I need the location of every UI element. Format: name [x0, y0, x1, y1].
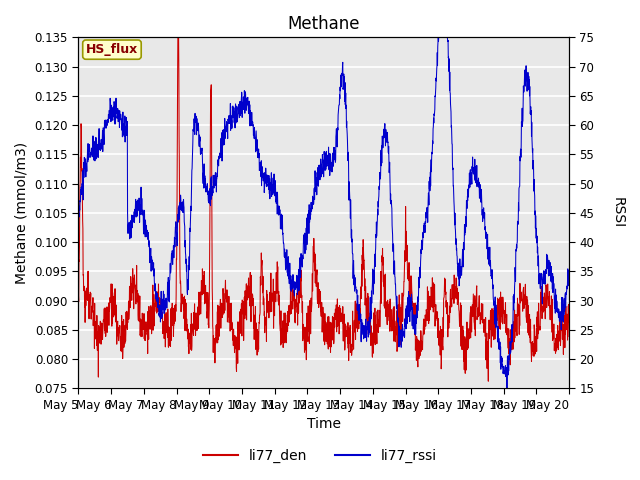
li77_rssi	[565, 277, 573, 283]
li77_rssi	[503, 385, 511, 391]
li77_rssi	[461, 222, 469, 228]
li77_den	[300, 331, 308, 337]
li77_rssi	[435, 35, 442, 40]
li77_den	[75, 292, 83, 298]
li77_den	[484, 378, 492, 384]
li77_den	[565, 334, 573, 339]
li77_rssi	[75, 212, 83, 218]
li77_den	[461, 335, 469, 340]
li77_den	[552, 346, 559, 351]
Y-axis label: Methane (mmol/m3): Methane (mmol/m3)	[15, 142, 29, 284]
li77_rssi	[313, 169, 321, 175]
Line: li77_den: li77_den	[79, 37, 569, 381]
li77_rssi	[552, 310, 559, 316]
X-axis label: Time: Time	[307, 418, 340, 432]
li77_den	[314, 294, 321, 300]
li77_den	[100, 317, 108, 323]
li77_rssi	[100, 130, 108, 136]
Y-axis label: RSSI: RSSI	[611, 197, 625, 228]
li77_den	[174, 35, 182, 40]
li77_rssi	[300, 232, 308, 238]
Line: li77_rssi: li77_rssi	[79, 37, 569, 388]
Text: HS_flux: HS_flux	[86, 43, 138, 56]
li77_rssi	[551, 303, 559, 309]
li77_den	[551, 342, 559, 348]
Legend: li77_den, li77_rssi: li77_den, li77_rssi	[198, 443, 442, 468]
Title: Methane: Methane	[287, 15, 360, 33]
